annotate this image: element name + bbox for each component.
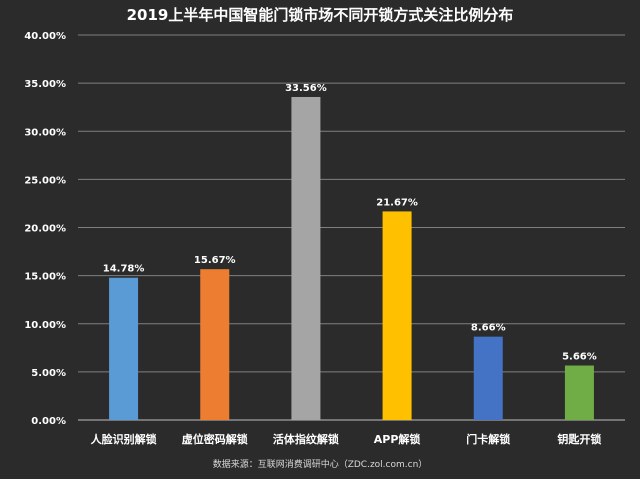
y-axis-ticks: 0.00% 5.00% 10.00% 15.00% 20.00% 25.00% 30.00%… — [24, 31, 66, 427]
x-tick-label: 虚位密码解锁 — [182, 432, 248, 446]
x-tick-label: 活体指纹解锁 — [273, 432, 339, 446]
bar — [109, 277, 139, 420]
bars — [109, 96, 594, 421]
bar — [564, 365, 594, 420]
x-axis-categories: 人脸识别解锁 虚位密码解锁 活体指纹解锁 APP解锁 门卡解锁 钥匙开锁 — [91, 432, 602, 446]
data-labels: 14.78% 15.67% 33.56% 21.67% 8.66% 5.66% — [103, 83, 597, 363]
chart-title: 2019上半年中国智能门锁市场不同开锁方式关注比例分布 — [126, 6, 514, 24]
bar — [291, 96, 321, 421]
y-tick-label: 35.00% — [24, 79, 66, 90]
x-tick-label: APP解锁 — [374, 432, 421, 446]
y-tick-label: 5.00% — [31, 368, 66, 379]
bar — [473, 336, 503, 420]
source-note: 数据来源：互联网消费调研中心（ZDC.zol.com.cn） — [212, 460, 428, 470]
x-tick-label: 门卡解锁 — [466, 432, 510, 446]
y-tick-label: 10.00% — [24, 320, 66, 331]
bar — [382, 211, 412, 420]
data-label: 14.78% — [103, 264, 145, 275]
y-tick-label: 15.00% — [24, 272, 66, 283]
x-tick-label: 钥匙开锁 — [557, 432, 601, 446]
y-tick-label: 40.00% — [24, 31, 66, 42]
y-tick-label: 0.00% — [31, 416, 66, 427]
data-label: 15.67% — [194, 255, 236, 266]
data-label: 21.67% — [376, 197, 418, 208]
y-tick-label: 20.00% — [24, 224, 66, 235]
bar — [200, 269, 230, 420]
gridlines — [78, 34, 625, 421]
data-label: 8.66% — [471, 323, 506, 334]
data-label: 5.66% — [562, 352, 597, 363]
y-tick-label: 25.00% — [24, 175, 66, 186]
data-label: 33.56% — [285, 83, 327, 94]
y-tick-label: 30.00% — [24, 127, 66, 138]
x-tick-label: 人脸识别解锁 — [91, 432, 157, 446]
